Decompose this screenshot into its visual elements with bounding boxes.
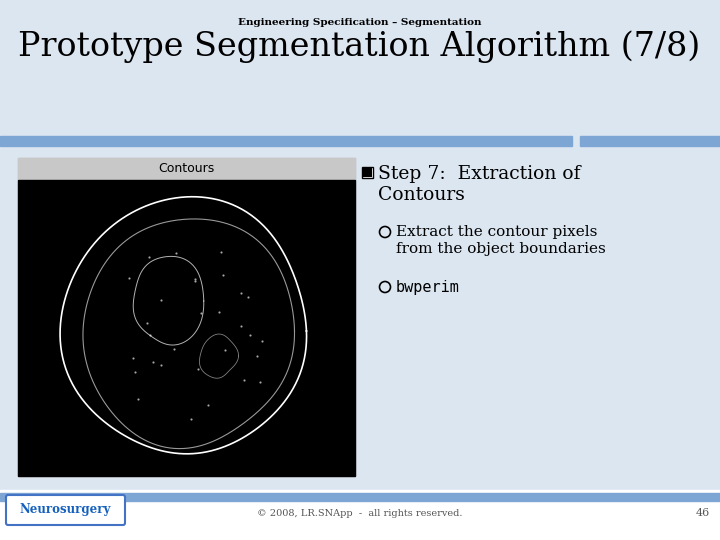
Bar	[580, 136, 720, 146]
Bar	[0, 490, 720, 540]
Text: bwperim: bwperim	[396, 280, 460, 295]
Text: Neurosurgery: Neurosurgery	[20, 503, 111, 516]
Bar	[18, 158, 355, 476]
Text: Engineering Specification – Segmentation: Engineering Specification – Segmentation	[238, 18, 482, 27]
Bar	[18, 180, 355, 476]
Text: Prototype Segmentation Algorithm (7/8): Prototype Segmentation Algorithm (7/8)	[18, 30, 701, 63]
Text: © 2008, LR.SNApp  -  all rights reserved.: © 2008, LR.SNApp - all rights reserved.	[257, 509, 463, 517]
Text: Contours: Contours	[158, 163, 215, 176]
Bar	[18, 158, 355, 180]
Bar	[363, 168, 372, 177]
Bar	[362, 167, 373, 178]
Text: 46: 46	[696, 508, 710, 518]
Bar	[0, 493, 720, 501]
Text: Extract the contour pixels
from the object boundaries: Extract the contour pixels from the obje…	[396, 225, 606, 256]
Bar	[0, 136, 572, 146]
Text: Step 7:  Extraction of
Contours: Step 7: Extraction of Contours	[378, 165, 580, 205]
FancyBboxPatch shape	[6, 495, 125, 525]
